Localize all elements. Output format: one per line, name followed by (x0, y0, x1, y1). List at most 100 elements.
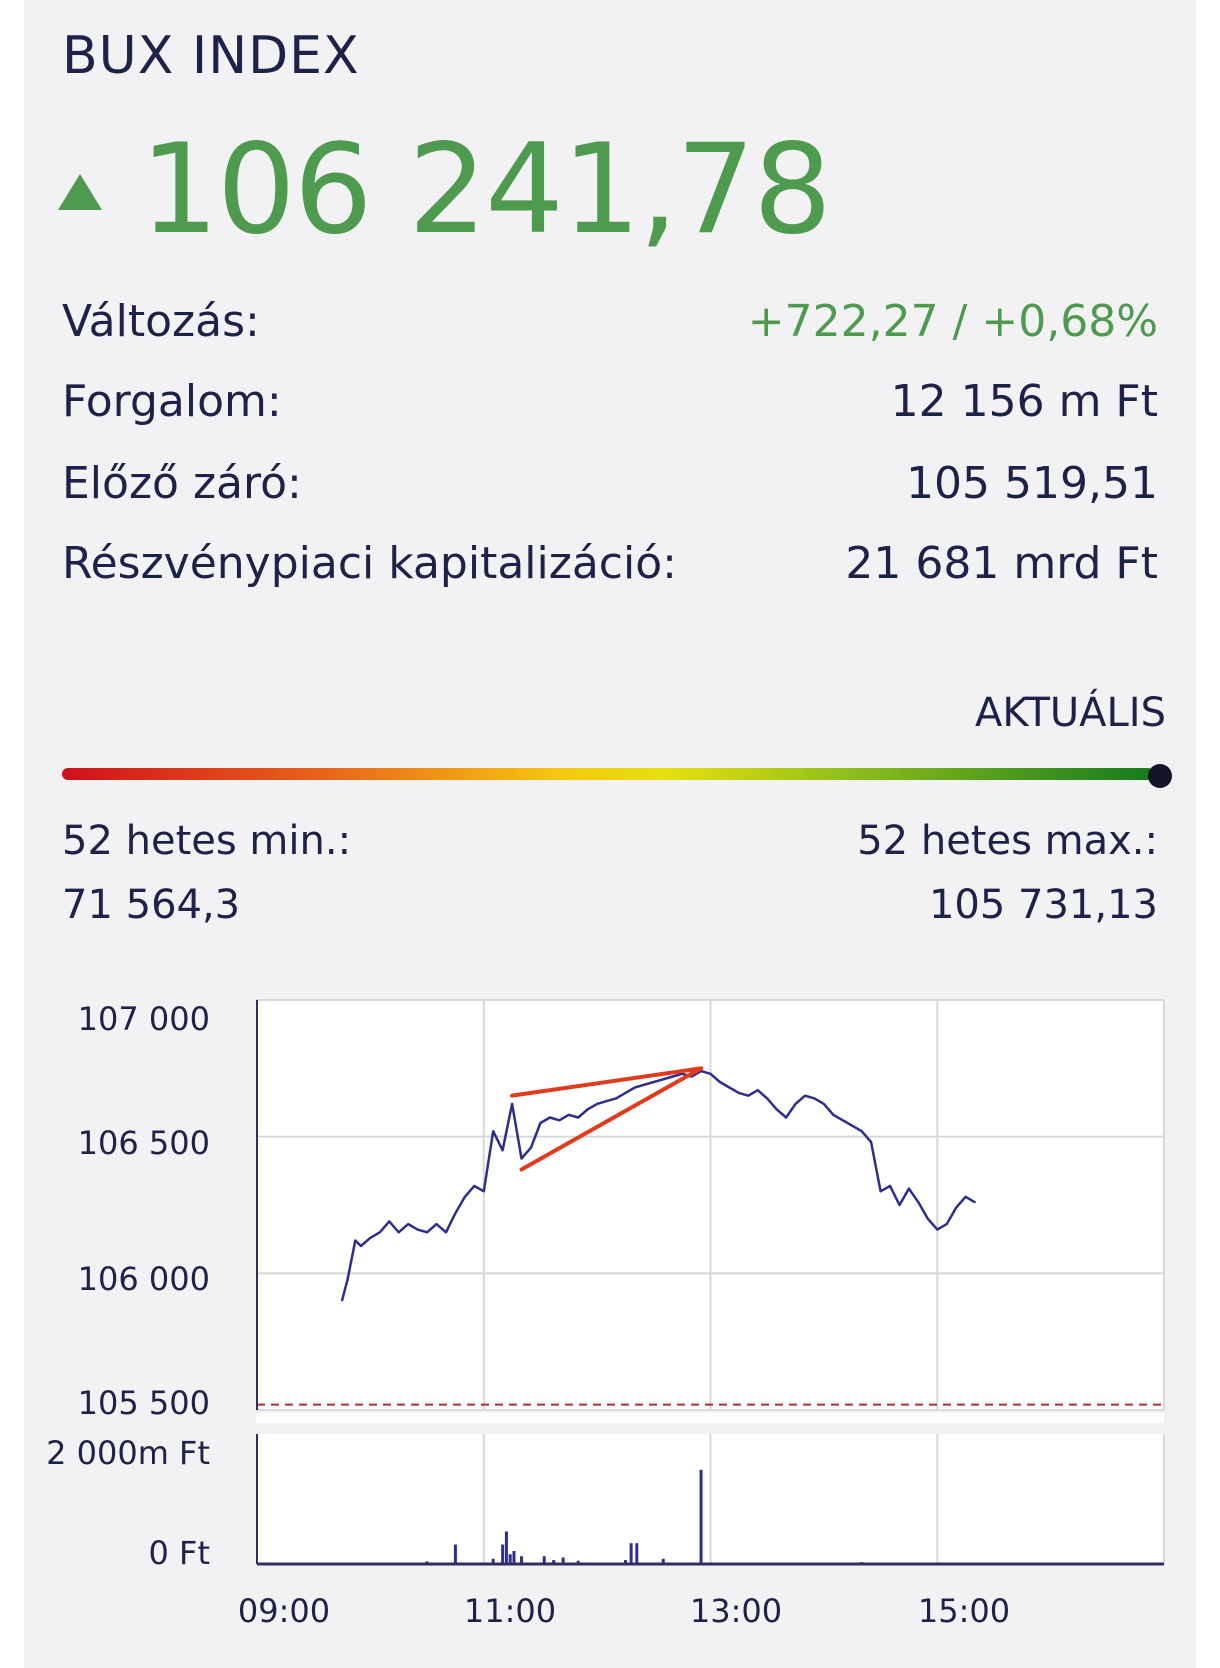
chart-axes (256, 1000, 1164, 1566)
price-point (445, 1231, 447, 1234)
volume-tick-label: 2 000m Ft (46, 1434, 210, 1472)
price-point (615, 1097, 617, 1100)
volume-bar (576, 1560, 580, 1564)
stat-value: 12 156 m Ft (890, 376, 1158, 427)
price-point (870, 1141, 872, 1143)
volume-bar (501, 1544, 505, 1564)
price-point (397, 1231, 400, 1234)
price-point (492, 1130, 494, 1132)
price-point (454, 1212, 457, 1214)
price-point (653, 1081, 655, 1083)
volume-tick-label: 0 Ft (148, 1534, 210, 1572)
price-point (927, 1217, 929, 1220)
price-point (945, 1223, 948, 1225)
price-point (464, 1196, 466, 1198)
price-point (813, 1097, 816, 1100)
price-point (785, 1116, 787, 1119)
price-point (879, 1190, 882, 1193)
stat-value: 21 681 mrd Ft (845, 538, 1158, 589)
price-point (775, 1108, 778, 1111)
52-week-max-label: 52 hetes max.: (857, 818, 1158, 864)
price-point (501, 1149, 504, 1152)
52-week-min-value: 71 564,3 (62, 882, 241, 928)
price-point (823, 1103, 825, 1105)
y-tick-label: 106 500 (77, 1124, 210, 1162)
stat-row-market-cap: Részvénypiaci kapitalizáció: 21 681 mrd … (62, 538, 1158, 598)
price-point (577, 1116, 580, 1119)
price-point (766, 1097, 768, 1100)
volume-bar (629, 1543, 633, 1564)
price-point (388, 1220, 391, 1223)
price-point (860, 1130, 863, 1132)
price-chart (256, 999, 1165, 1566)
price-point (917, 1201, 920, 1204)
price-point (511, 1103, 513, 1105)
x-tick-label: 13:00 (689, 1592, 783, 1630)
price-point (889, 1185, 891, 1187)
price-point (898, 1204, 901, 1206)
volume-bar (552, 1560, 556, 1564)
price-point (841, 1119, 844, 1122)
volume-bar (508, 1554, 512, 1564)
volume-bar (512, 1551, 516, 1564)
price-point (738, 1092, 740, 1094)
trend-line (519, 1066, 704, 1172)
trend-lines (510, 1066, 704, 1172)
x-tick-label: 11:00 (463, 1592, 557, 1630)
price-point (567, 1114, 570, 1116)
price-point (908, 1187, 910, 1190)
price-point (426, 1231, 428, 1234)
x-tick-label: 09:00 (237, 1592, 331, 1630)
price-point (671, 1075, 674, 1078)
stat-value: 105 519,51 (906, 458, 1158, 509)
price-point (747, 1094, 750, 1097)
price-point (549, 1116, 551, 1119)
volume-bar (661, 1558, 665, 1564)
price-point (558, 1119, 561, 1122)
price-point (586, 1108, 589, 1111)
current-price: 106 241,78 (140, 118, 832, 262)
price-point (473, 1185, 476, 1187)
volume-bar (699, 1469, 703, 1564)
price-point (851, 1124, 854, 1127)
index-title: BUX INDEX (62, 26, 360, 86)
52-week-min-label: 52 hetes min.: (62, 818, 352, 864)
volume-bar (623, 1560, 627, 1564)
price-series (340, 1069, 976, 1302)
current-position-label: AKTUÁLIS (974, 690, 1166, 736)
price-point (728, 1086, 731, 1089)
52-week-max-value: 105 731,13 (928, 882, 1158, 928)
price-point (482, 1190, 485, 1193)
price-point (719, 1081, 721, 1083)
price-point (681, 1073, 683, 1075)
price-point (341, 1299, 343, 1302)
current-position-marker (1148, 764, 1172, 788)
stat-label: Előző záró: (62, 458, 302, 509)
price-point (520, 1157, 523, 1160)
price-point (709, 1073, 712, 1075)
price-point (530, 1146, 532, 1149)
x-tick-label: 15:00 (917, 1592, 1011, 1630)
volume-bar (561, 1557, 565, 1564)
trend-line (510, 1066, 704, 1098)
price-point (407, 1223, 409, 1225)
price-point (539, 1122, 542, 1124)
y-tick-label: 106 000 (77, 1260, 210, 1298)
price-point (435, 1223, 438, 1225)
price-point (974, 1201, 976, 1204)
volume-bars (349, 1469, 864, 1564)
price-point (416, 1228, 419, 1231)
price-point (756, 1089, 759, 1091)
stat-value: +722,27 / +0,68% (747, 296, 1158, 347)
price-point (360, 1245, 362, 1247)
volume-bar (542, 1556, 546, 1564)
price-point (955, 1206, 957, 1209)
y-tick-label: 105 500 (77, 1384, 210, 1422)
stat-label: Részvénypiaci kapitalizáció: (62, 538, 677, 589)
triangle-up-icon (58, 174, 102, 210)
volume-bar (504, 1531, 508, 1564)
quote-card: BUX INDEX 106 241,78 Változás: +722,27 /… (24, 0, 1196, 1668)
price-point (832, 1114, 835, 1116)
stat-label: Forgalom: (62, 376, 282, 427)
stat-label: Változás: (62, 296, 260, 347)
